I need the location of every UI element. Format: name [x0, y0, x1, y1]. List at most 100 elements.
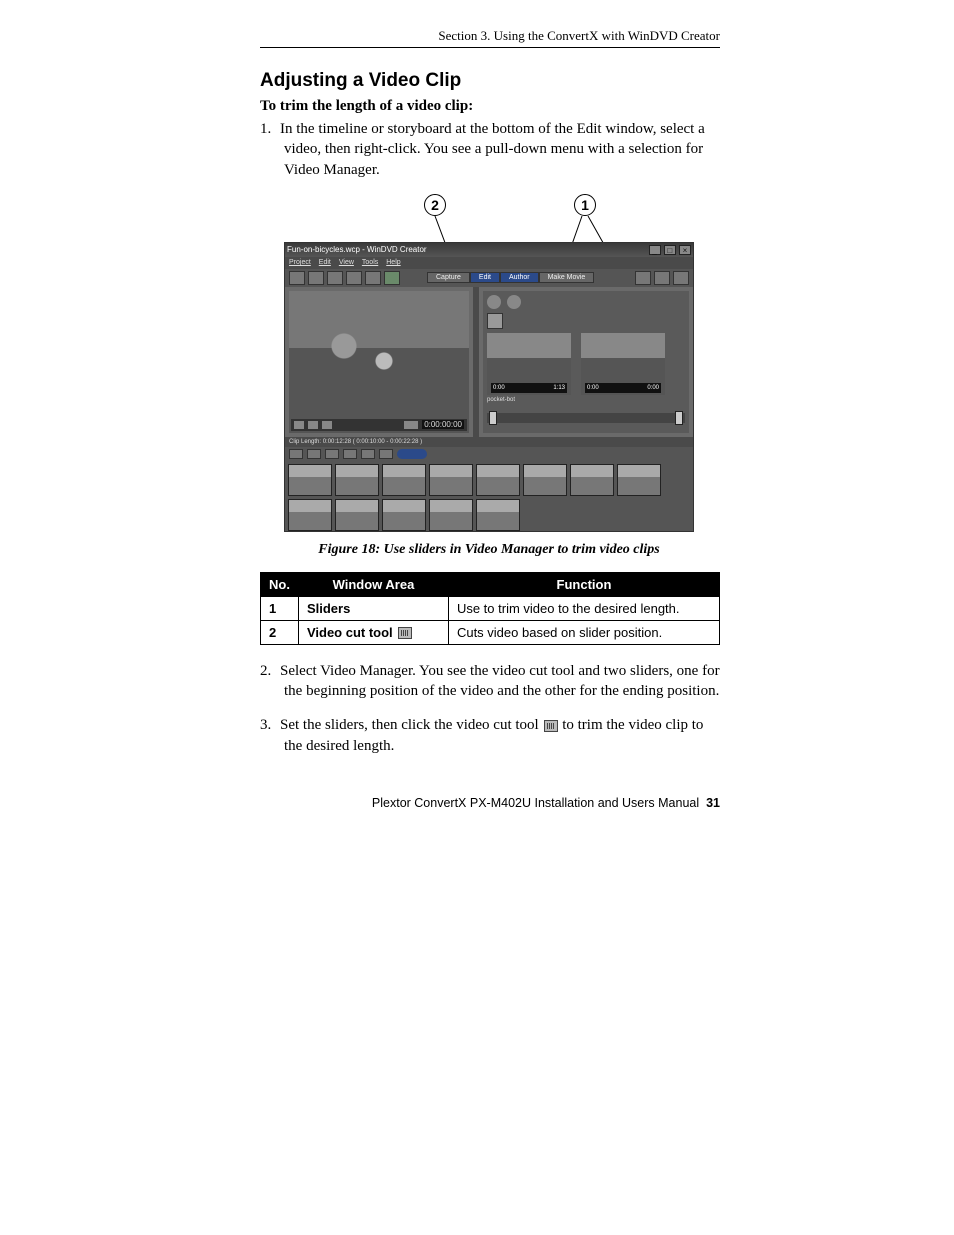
next-icon[interactable]	[322, 421, 332, 429]
menu-help[interactable]: Help	[386, 259, 400, 266]
loop-icon[interactable]	[404, 421, 418, 429]
effect-button[interactable]	[307, 449, 321, 459]
maximize-icon[interactable]: □	[664, 245, 676, 255]
cell-fn: Use to trim video to the desired length.	[448, 596, 719, 620]
storyboard-clip[interactable]	[476, 499, 520, 531]
page-number: 31	[706, 796, 720, 810]
window-title: Fun-on-bicycles.wcp - WinDVD Creator	[287, 245, 427, 254]
storyboard-clip[interactable]	[335, 499, 379, 531]
toolbar-button[interactable]	[289, 271, 305, 285]
toolbar-button[interactable]	[346, 271, 362, 285]
manager-thumbs: 0:001:13 pocket-bot 0:00 0:00	[487, 333, 685, 403]
video-cut-tool-icon	[398, 627, 412, 639]
prev-icon[interactable]	[308, 421, 318, 429]
steps-list-cont: 2.Select Video Manager. You see the vide…	[260, 661, 720, 756]
callout-row: 2 1	[284, 194, 694, 242]
preview-pane: 0:00:00:00	[289, 291, 469, 433]
toolbar-button[interactable]	[365, 271, 381, 285]
effect-button[interactable]	[289, 449, 303, 459]
cell-no: 1	[261, 596, 299, 620]
slider-end-handle[interactable]	[675, 411, 683, 425]
window-buttons: _ □ ×	[648, 245, 691, 255]
toolbar-button[interactable]	[673, 271, 689, 285]
tc-start: 0:00	[587, 385, 599, 391]
menu-view[interactable]: View	[339, 259, 354, 266]
running-header: Section 3. Using the ConvertX with WinDV…	[260, 28, 720, 48]
clip-thumb[interactable]: 0:00 0:00	[581, 333, 665, 395]
step-1: 1.In the timeline or storyboard at the b…	[260, 119, 720, 180]
tab-author[interactable]: Author	[500, 272, 539, 283]
storyboard-clip[interactable]	[288, 499, 332, 531]
menu-edit[interactable]: Edit	[319, 259, 331, 266]
center-row: 0:00:00:00 0:001:13	[285, 287, 693, 437]
play-icon[interactable]	[294, 421, 304, 429]
effect-pill[interactable]	[397, 449, 427, 459]
tc-end: 1:13	[553, 385, 565, 391]
storyboard-clip[interactable]	[335, 464, 379, 496]
trim-slider[interactable]	[487, 413, 685, 423]
col-no: No.	[261, 572, 299, 596]
toolbar-button[interactable]	[327, 271, 343, 285]
tab-make-movie[interactable]: Make Movie	[539, 272, 595, 283]
minimize-icon[interactable]: _	[649, 245, 661, 255]
video-cut-tool-icon[interactable]	[487, 313, 503, 329]
tab-edit[interactable]: Edit	[470, 272, 500, 283]
scissors-icon[interactable]	[487, 295, 501, 309]
storyboard-clip[interactable]	[570, 464, 614, 496]
storyboard	[285, 461, 693, 532]
page: Section 3. Using the ConvertX with WinDV…	[260, 28, 720, 770]
clip-label: pocket-bot	[487, 397, 571, 403]
step-number: 1.	[260, 119, 280, 139]
storyboard-clip[interactable]	[288, 464, 332, 496]
storyboard-clip[interactable]	[382, 464, 426, 496]
clip-thumb[interactable]: 0:001:13	[487, 333, 571, 395]
menu-tools[interactable]: Tools	[362, 259, 378, 266]
window-titlebar: Fun-on-bicycles.wcp - WinDVD Creator _ □…	[285, 243, 693, 257]
table-row: 1 Sliders Use to trim video to the desir…	[261, 596, 720, 620]
video-manager-pane: 0:001:13 pocket-bot 0:00 0:00	[483, 291, 689, 433]
storyboard-clip[interactable]	[523, 464, 567, 496]
storyboard-clip[interactable]	[476, 464, 520, 496]
step-text: Select Video Manager. You see the video …	[280, 663, 720, 699]
slider-start-handle[interactable]	[489, 411, 497, 425]
toolbar: Capture Edit Author Make Movie	[285, 269, 693, 287]
toolbar-button[interactable]	[654, 271, 670, 285]
storyboard-clip[interactable]	[382, 499, 426, 531]
table-row: 2 Video cut tool Cuts video based on sli…	[261, 620, 720, 644]
figure: 2 1 Fun-on-bicycles.wcp - WinDVD Creator…	[284, 194, 694, 558]
storyboard-clip[interactable]	[429, 464, 473, 496]
col-area: Window Area	[298, 572, 448, 596]
play-icon[interactable]	[384, 271, 400, 285]
preview-controls: 0:00:00:00	[291, 419, 467, 431]
step-number: 3.	[260, 715, 280, 735]
preview-timecode: 0:00:00:00	[422, 420, 464, 429]
splitter[interactable]	[473, 287, 479, 437]
storyboard-clip[interactable]	[617, 464, 661, 496]
lead-in: To trim the length of a video clip:	[260, 98, 720, 115]
tc-end: 0:00	[647, 385, 659, 391]
step-number: 2.	[260, 661, 280, 681]
effect-button[interactable]	[379, 449, 393, 459]
reload-icon[interactable]	[507, 295, 521, 309]
step-3: 3.Set the sliders, then click the video …	[260, 715, 720, 756]
step-text-pre: Set the sliders, then click the video cu…	[280, 717, 542, 733]
col-fn: Function	[448, 572, 719, 596]
manager-icons	[487, 295, 685, 309]
effect-row	[285, 447, 693, 461]
step-2: 2.Select Video Manager. You see the vide…	[260, 661, 720, 702]
section-heading: Adjusting a Video Clip	[260, 70, 720, 92]
effect-button[interactable]	[343, 449, 357, 459]
figure-caption: Figure 18: Use sliders in Video Manager …	[284, 542, 694, 558]
toolbar-button[interactable]	[635, 271, 651, 285]
video-cut-tool-icon	[544, 720, 558, 732]
screenshot-windvd: Fun-on-bicycles.wcp - WinDVD Creator _ □…	[284, 242, 694, 532]
storyboard-clip[interactable]	[429, 499, 473, 531]
close-icon[interactable]: ×	[679, 245, 691, 255]
menu-project[interactable]: Project	[289, 259, 311, 266]
cell-area: Video cut tool	[298, 620, 448, 644]
effect-button[interactable]	[325, 449, 339, 459]
footer-text: Plextor ConvertX PX-M402U Installation a…	[372, 796, 699, 810]
effect-button[interactable]	[361, 449, 375, 459]
tab-capture[interactable]: Capture	[427, 272, 470, 283]
toolbar-button[interactable]	[308, 271, 324, 285]
